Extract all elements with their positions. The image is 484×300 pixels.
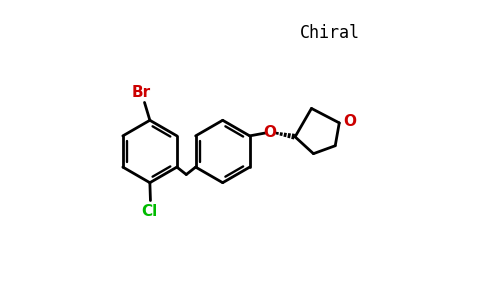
Text: Chiral: Chiral [300, 24, 360, 42]
Text: Cl: Cl [141, 203, 157, 218]
Text: O: O [344, 114, 357, 129]
Text: O: O [263, 125, 276, 140]
Text: Br: Br [131, 85, 151, 100]
